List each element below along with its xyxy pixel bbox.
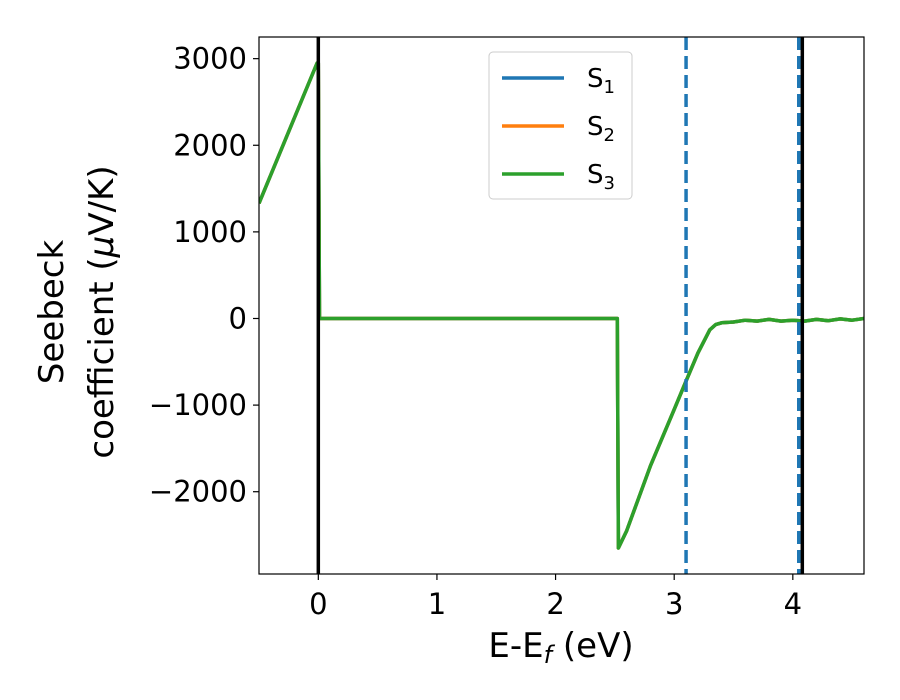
axis-ticks: 0 1 2 3 4 −2000 −1000 0 1000 2000 3000: [149, 42, 802, 621]
series-line-3: [259, 61, 864, 550]
x-axis-label-unit: (eV): [552, 626, 634, 666]
x-axis-label: E-Ef (eV): [488, 626, 633, 669]
y-axis-label-line2: coefficient (μV/K): [82, 165, 122, 458]
y-tick-label-3: 1000: [173, 215, 247, 249]
y-tick-label-1: −1000: [149, 388, 247, 422]
y-tick-label-2: 0: [229, 301, 247, 335]
y-tick-label-4: 2000: [173, 128, 247, 162]
y-tick-label-5: 3000: [173, 42, 247, 76]
x-tick-label-0: 0: [309, 587, 327, 621]
x-axis-label-main: E-E: [488, 626, 543, 666]
x-tick-label-2: 2: [546, 587, 564, 621]
legend-label-1: S1: [587, 64, 615, 98]
legend: S1 S2 S3: [488, 51, 633, 200]
y-tick-label-0: −2000: [149, 475, 247, 509]
y-axis-label-mu: μ: [82, 236, 122, 259]
legend-label-2: S2: [587, 112, 615, 146]
x-tick-label-3: 3: [665, 587, 683, 621]
y-axis-label-line1: Seebeck: [32, 240, 72, 385]
x-tick-label-1: 1: [428, 587, 446, 621]
x-tick-label-4: 4: [784, 587, 802, 621]
y-axis-label-prefix: coefficient (: [82, 257, 122, 458]
y-axis-label-suffix: V/K): [82, 165, 122, 235]
plot-content: [259, 37, 864, 574]
plot-frame: [258, 36, 865, 575]
legend-label-3: S3: [587, 160, 615, 194]
